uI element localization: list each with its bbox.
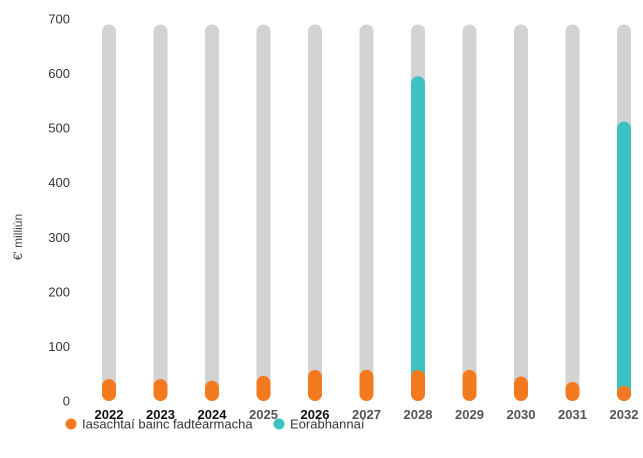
x-tick-label: 2030 [507, 407, 536, 422]
bar-track [359, 24, 374, 401]
bar-track [308, 24, 322, 401]
bar-track [565, 24, 580, 401]
bar-tracks [102, 24, 631, 401]
bar-eurobonds [411, 76, 425, 402]
bar-loans [617, 385, 631, 401]
legend-label-eurobonds: Eorabhannaí [290, 417, 365, 432]
y-tick-label: 700 [48, 12, 70, 27]
legend-label-loans: Iasachtaí bainc fadtéarmacha [82, 417, 253, 432]
x-tick-label: 2028 [404, 407, 433, 422]
legend: Iasachtaí bainc fadtéarmacha Eorabhannaí [65, 417, 365, 432]
bar-track [205, 24, 219, 401]
bar-loans [205, 380, 219, 401]
y-tick-label: 200 [48, 284, 70, 299]
bar-loans [359, 369, 374, 401]
bar-loans [514, 376, 528, 401]
bar-eurobonds [617, 121, 631, 401]
bar-loans [411, 369, 425, 401]
bar-loans [308, 369, 322, 401]
y-axis-label: €' milliún [11, 214, 25, 260]
bar-loans [153, 379, 168, 401]
y-tick-label: 300 [48, 230, 70, 245]
x-axis-labels: 2022 2023 2024 2025 2026 2027 2028 2029 2030 2031… [95, 407, 639, 422]
bar-track [462, 24, 477, 401]
x-tick-label: 2024 [198, 407, 228, 422]
legend-swatch-eurobonds [273, 418, 285, 430]
bar-track [153, 24, 168, 401]
bar-loans [565, 381, 580, 401]
legend-swatch-loans [65, 418, 77, 430]
x-tick-label: 2023 [146, 407, 175, 422]
bars [102, 76, 631, 402]
x-tick-label: 2025 [249, 407, 278, 422]
x-tick-label: 2029 [455, 407, 484, 422]
y-tick-label: 0 [63, 394, 70, 409]
x-tick-label: 2032 [610, 407, 639, 422]
x-tick-label: 2026 [301, 407, 330, 422]
bar-loans [256, 375, 271, 401]
y-tick-label: 100 [48, 339, 70, 354]
bar-track [256, 24, 271, 401]
bar-loans [102, 379, 116, 401]
y-tick-label: 600 [48, 66, 70, 81]
y-tick-label: 500 [48, 121, 70, 136]
x-tick-label: 2027 [352, 407, 381, 422]
bar-track [102, 24, 116, 401]
bar-loans [462, 369, 477, 401]
y-tick-label: 400 [48, 175, 70, 190]
x-tick-label: 2022 [95, 407, 124, 422]
y-axis-ticks: 0 100 200 300 400 500 600 700 [48, 12, 70, 409]
x-tick-label: 2031 [558, 407, 587, 422]
bar-track [514, 24, 528, 401]
